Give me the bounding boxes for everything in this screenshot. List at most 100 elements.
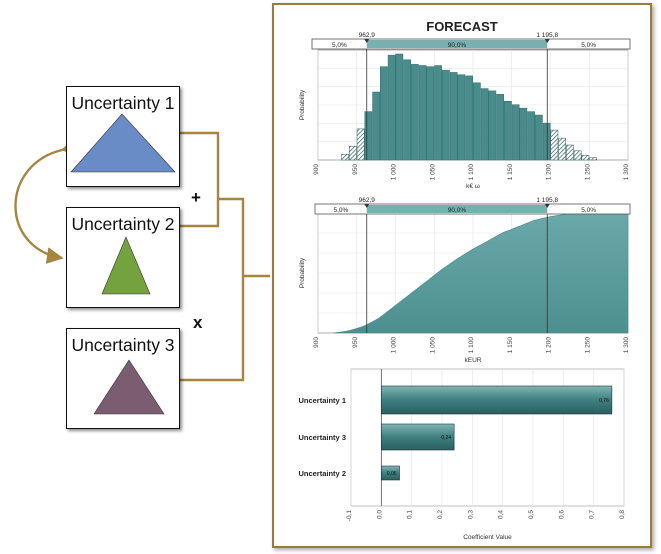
histogram-band-low-value: 962,9 [359, 32, 376, 39]
histogram-bar [449, 72, 458, 161]
uncertainty-3-box: Uncertainty 3 [66, 328, 180, 429]
cumulative-y-axis-label: Probability [299, 257, 306, 288]
sensitivity-x-tick-label: 0,4 [498, 510, 505, 519]
cumulative-percentile-band: 5,0% 90,0% 5,0% 962,9 1 195,8 [314, 197, 631, 215]
connector-sum [218, 197, 245, 273]
histogram-bar [589, 157, 597, 161]
histogram-bar [411, 64, 419, 161]
cumulative-band-low-value: 962,9 [359, 197, 376, 204]
histogram-x-tick-label: 1 200 [546, 164, 553, 181]
sensitivity-x-tick-label: 0,3 [467, 510, 474, 519]
histogram-bar [403, 59, 411, 161]
connector-unc3 [180, 273, 245, 382]
cumulative-x-tick-label: 1 300 [623, 337, 630, 354]
cumulative-x-tick-label: 1 000 [391, 337, 398, 354]
histogram-bar [418, 65, 427, 161]
histogram-bar [488, 90, 497, 161]
uncertainty-2-triangle [101, 236, 151, 295]
sensitivity-x-tick-label: 0,1 [407, 510, 414, 519]
cumulative-band-high-value: 1 195,8 [536, 197, 558, 204]
histogram-chart: 900 950 1 000 1 050 1 100 1 150 1 200 1 250 1 30… [299, 46, 630, 190]
sensitivity-value-label: 0,06 [387, 471, 397, 477]
histogram-bar [581, 155, 590, 161]
histogram-bar [387, 54, 396, 161]
histogram-bar [473, 82, 481, 161]
histogram-band-high-value: 1 195,8 [536, 32, 558, 39]
histogram-bar [465, 75, 473, 161]
histogram-x-tick-label: 1 300 [623, 164, 630, 181]
sensitivity-x-tick-label: 0,2 [437, 510, 444, 519]
sensitivity-x-tick-label: 0,6 [558, 510, 565, 519]
histogram-x-tick-label: 1 150 [507, 164, 514, 181]
forecast-title: FORECAST [426, 19, 498, 34]
histogram-bar [364, 111, 373, 161]
sensitivity-x-tick-label: 0,0 [376, 510, 383, 519]
histogram-bar [442, 69, 450, 161]
sensitivity-chart: -0,1 0,0 0,1 0,2 0,3 0,4 0,5 0,6 0,7 0,8 Uncertain… [298, 368, 626, 541]
histogram-bar [527, 111, 535, 161]
uncertainty-1-triangle [70, 113, 176, 173]
histogram-x-tick-label: 1 000 [391, 164, 398, 181]
histogram-bar [535, 114, 543, 161]
cumulative-x-tick-label: 1 200 [546, 337, 553, 354]
cumulative-chart: 900 950 1 000 1 050 1 100 1 150 1 200 1 250 1 30… [299, 209, 630, 364]
histogram-band-mid-pct: 90,0% [448, 42, 467, 49]
uncertainty-1-label: Uncertainty 1 [71, 93, 175, 113]
histogram-x-tick-label: 950 [352, 164, 359, 175]
cumulative-x-tick-label: 1 150 [507, 337, 514, 354]
histogram-bar [349, 145, 357, 161]
multiply-operator: x [193, 313, 203, 332]
histogram-band-middle [366, 40, 548, 48]
sensitivity-category-label: Uncertainty 1 [298, 396, 346, 405]
connector-unc2 [178, 179, 220, 228]
uncertainty-3-label: Uncertainty 3 [71, 335, 175, 355]
histogram-bar [426, 66, 435, 161]
cumulative-band-low-marker [364, 204, 370, 208]
histogram-bar [356, 128, 365, 161]
uncertainty-2-label: Uncertainty 2 [71, 214, 175, 234]
sensitivity-bar [381, 423, 455, 451]
uncertainty-1-box: Uncertainty 1 [66, 86, 180, 187]
histogram-bar [480, 88, 489, 161]
uncertainty-2-box: Uncertainty 2 [66, 207, 180, 308]
sensitivity-x-tick-label: 0,8 [619, 510, 626, 519]
uncertainty-3-triangle [93, 359, 165, 415]
histogram-band-low-marker [364, 39, 370, 43]
histogram-bar [558, 137, 566, 161]
cumulative-band-middle [366, 205, 548, 213]
cumulative-band-high-marker [544, 204, 550, 208]
histogram-x-axis-label: k€ ω [466, 183, 480, 190]
sensitivity-value-label: 0,76 [599, 398, 609, 404]
cumulative-x-tick-label: 950 [352, 337, 359, 348]
histogram-bar [519, 107, 528, 161]
sensitivity-x-axis-label: Coefficient Value [463, 534, 512, 541]
cumulative-x-tick-label: 1 050 [429, 337, 436, 354]
histogram-bar [395, 53, 404, 161]
sensitivity-x-tick-label: -0,1 [346, 510, 353, 522]
histogram-bar [566, 144, 574, 161]
cumulative-band-left-pct: 5,0% [333, 207, 348, 214]
histogram-bar [504, 100, 512, 161]
sensitivity-bar [381, 385, 613, 415]
sensitivity-x-tick-label: 0,7 [589, 510, 596, 519]
sensitivity-value-label: 0,24 [441, 435, 451, 441]
histogram-y-axis-label: Probability [299, 89, 306, 120]
cumulative-band-mid-pct: 90,0% [448, 207, 467, 214]
histogram-x-tick-label: 1 100 [468, 164, 475, 181]
histogram-bar [511, 104, 520, 161]
histogram-bar [550, 129, 559, 161]
histogram-band-high-marker [544, 39, 550, 43]
sensitivity-category-label: Uncertainty 3 [298, 433, 346, 442]
cumulative-x-tick-label: 1 250 [584, 337, 591, 354]
histogram-bar [372, 91, 380, 161]
plus-operator: + [191, 188, 201, 207]
histogram-x-tick-label: 1 050 [429, 164, 436, 181]
histogram-band-left-pct: 5,0% [332, 42, 347, 49]
sensitivity-category-label: Uncertainty 2 [298, 469, 346, 478]
histogram-percentile-band: 5,0% 90,0% 5,0% 962,9 1 195,8 [311, 32, 631, 50]
histogram-bar [496, 94, 504, 161]
histogram-bar [341, 153, 349, 161]
cumulative-x-tick-label: 1 100 [468, 337, 475, 354]
